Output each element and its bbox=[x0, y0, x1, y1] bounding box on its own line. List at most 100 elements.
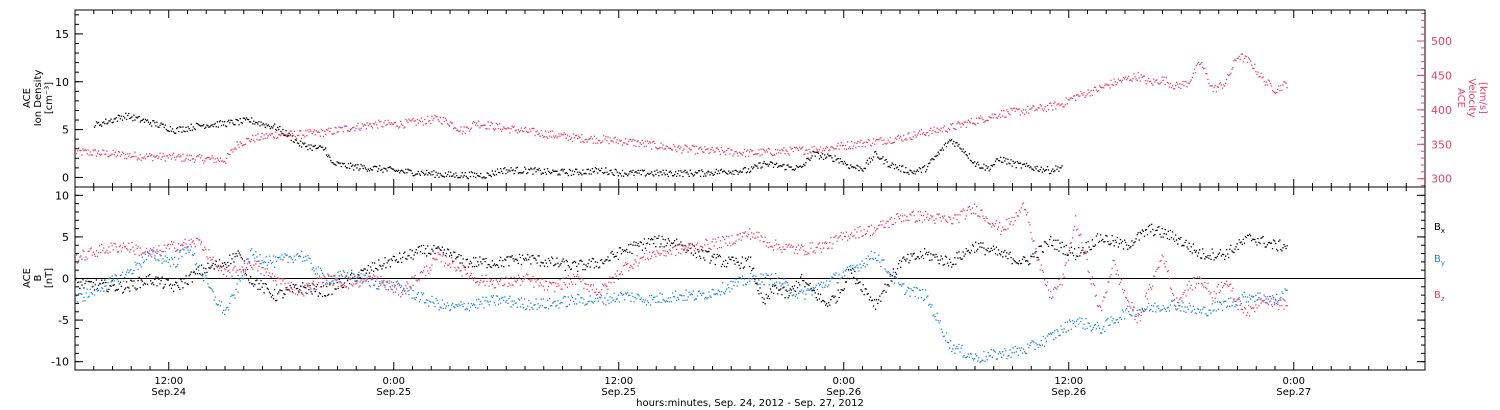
bbx-point bbox=[653, 242, 655, 245]
velocity-point bbox=[135, 155, 137, 158]
bbx-point bbox=[572, 261, 575, 263]
bby-point bbox=[260, 262, 262, 265]
bby-point bbox=[1229, 305, 1231, 307]
bby-point bbox=[1179, 305, 1181, 307]
bbx-point bbox=[1100, 234, 1102, 236]
density-point bbox=[432, 174, 434, 176]
bbx-point bbox=[1022, 256, 1025, 258]
bbz-point bbox=[386, 281, 388, 284]
bbz-point bbox=[159, 249, 161, 251]
bbz-point bbox=[516, 279, 518, 281]
density-point bbox=[240, 121, 242, 124]
velocity-point bbox=[1106, 84, 1108, 86]
bbx-point bbox=[80, 281, 82, 283]
bbx-point bbox=[299, 288, 301, 291]
bbx-point bbox=[863, 294, 865, 296]
density-point bbox=[126, 118, 128, 121]
bbx-point bbox=[659, 246, 661, 248]
bby-point bbox=[603, 303, 605, 305]
bbz-point bbox=[434, 258, 436, 261]
bbx-point bbox=[1050, 236, 1052, 238]
bbx-point bbox=[158, 278, 160, 280]
velocity-point bbox=[977, 122, 979, 124]
velocity-point bbox=[76, 152, 78, 155]
bby-point bbox=[722, 292, 725, 294]
bby-point bbox=[649, 295, 651, 297]
velocity-point bbox=[174, 156, 176, 158]
velocity-point bbox=[406, 120, 408, 122]
velocity-point bbox=[1094, 86, 1097, 88]
velocity-point bbox=[845, 148, 848, 150]
velocity-point bbox=[1165, 77, 1167, 79]
bbx-point bbox=[718, 254, 721, 256]
bby-point bbox=[846, 266, 849, 268]
bby-point bbox=[1284, 288, 1286, 290]
bby-point bbox=[678, 298, 680, 300]
bbx-point bbox=[112, 284, 114, 286]
velocity-point bbox=[359, 129, 361, 131]
density-point bbox=[1021, 163, 1024, 166]
velocity-point bbox=[506, 128, 508, 130]
bbx-point bbox=[1081, 249, 1083, 252]
density-point bbox=[730, 171, 732, 173]
density-point bbox=[426, 169, 428, 172]
density-point bbox=[230, 119, 232, 121]
bby-point bbox=[1274, 302, 1276, 304]
bby-point bbox=[688, 291, 690, 293]
density-point bbox=[256, 122, 258, 124]
velocity-point bbox=[1021, 112, 1024, 114]
bbx-point bbox=[983, 247, 985, 249]
density-point bbox=[1057, 166, 1059, 168]
velocity-point bbox=[696, 152, 699, 154]
density-point bbox=[904, 171, 906, 174]
bbz-point bbox=[303, 295, 305, 297]
bby-point bbox=[581, 297, 583, 299]
bbz-point bbox=[594, 291, 597, 294]
density-point bbox=[369, 167, 372, 170]
velocity-point bbox=[394, 121, 397, 124]
velocity-point bbox=[486, 128, 488, 130]
bbx-point bbox=[132, 285, 134, 287]
density-point bbox=[1038, 170, 1040, 173]
bby-point bbox=[238, 278, 240, 280]
bbx-point bbox=[363, 268, 365, 270]
velocity-point bbox=[768, 148, 770, 150]
bbx-point bbox=[747, 256, 750, 258]
velocity-point bbox=[1110, 79, 1112, 81]
velocity-point bbox=[1171, 85, 1174, 87]
bbz-point bbox=[216, 265, 218, 268]
density-point bbox=[877, 156, 879, 158]
density-point bbox=[288, 132, 290, 134]
bbx-point bbox=[1043, 241, 1046, 243]
bby-point bbox=[1191, 310, 1193, 312]
bbx-point bbox=[811, 290, 813, 292]
velocity-point bbox=[391, 123, 393, 125]
bbx-point bbox=[664, 239, 666, 241]
density-point bbox=[495, 174, 498, 176]
density-point bbox=[192, 126, 194, 128]
bby-point bbox=[476, 299, 478, 301]
density-point bbox=[912, 172, 914, 175]
bby-point bbox=[415, 296, 417, 299]
density-point bbox=[914, 173, 916, 175]
velocity-point bbox=[1172, 88, 1175, 90]
velocity-point bbox=[1115, 83, 1117, 86]
bby-point bbox=[1197, 308, 1200, 310]
density-point bbox=[476, 173, 478, 175]
density-point bbox=[962, 148, 964, 150]
bby-point bbox=[1076, 320, 1078, 322]
velocity-point bbox=[281, 132, 283, 134]
density-point bbox=[338, 162, 340, 164]
velocity-point bbox=[637, 140, 639, 142]
bbz-point bbox=[117, 251, 119, 253]
velocity-point bbox=[1204, 67, 1206, 69]
bbx-point bbox=[329, 283, 331, 285]
bbx-point bbox=[920, 256, 923, 258]
bbx-point bbox=[1225, 255, 1227, 257]
bby-point bbox=[176, 265, 178, 268]
density-point bbox=[619, 173, 622, 175]
density-point bbox=[118, 115, 121, 117]
bby-point bbox=[543, 306, 546, 309]
bby-point bbox=[875, 257, 877, 260]
velocity-point bbox=[1222, 84, 1225, 86]
